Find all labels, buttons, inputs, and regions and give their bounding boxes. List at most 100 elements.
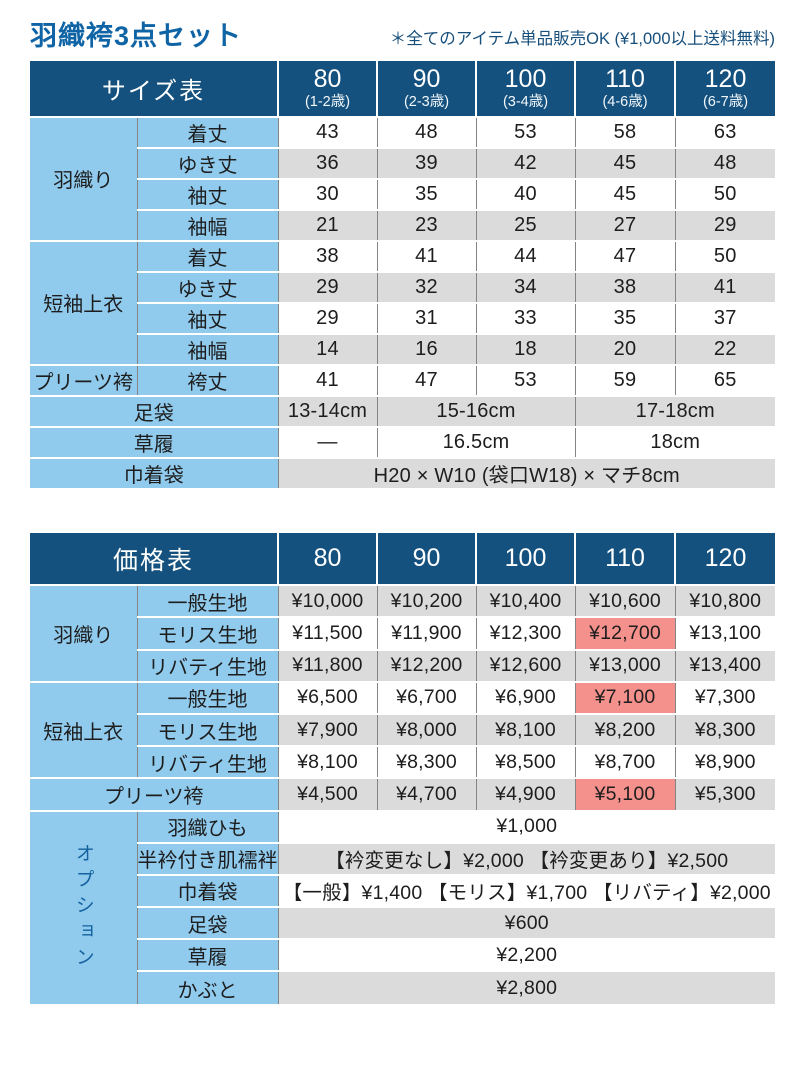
- size-value: 36: [277, 146, 378, 179]
- price-row: リバティ生地 ¥11,800 ¥12,200 ¥12,600 ¥13,000 ¥13,40…: [30, 648, 776, 682]
- price-value: ¥8,300: [674, 712, 776, 747]
- size-value: 21: [277, 208, 378, 241]
- size-value: 15-16cm: [376, 394, 576, 427]
- option-value: ¥600: [277, 906, 776, 940]
- price-row: プリーツ袴 ¥4,500 ¥4,700 ¥4,900 ¥5,100 ¥5,300: [30, 777, 776, 811]
- price-value: ¥13,400: [674, 648, 776, 682]
- size-value: 50: [674, 177, 775, 210]
- price-value: ¥11,500: [277, 616, 378, 650]
- price-column-header: 80: [277, 533, 379, 587]
- price-column-header: 120: [674, 533, 776, 587]
- size-table-head: サイズ表 80 (1-2歳) 90 (2-3歳) 100 (3-4歳) 110 (4-6歳) 1…: [30, 60, 775, 118]
- size-value: 59: [574, 363, 676, 396]
- price-value: ¥6,700: [376, 680, 477, 714]
- size-value: 13-14cm: [277, 394, 378, 427]
- price-value: ¥10,400: [475, 584, 576, 618]
- item-label: 草履: [30, 425, 279, 458]
- size-table-title: サイズ表: [30, 60, 279, 118]
- size-row: 草履 —16.5cm 18cm: [30, 425, 775, 458]
- size-value: 25: [475, 208, 576, 241]
- price-value: ¥10,200: [376, 584, 477, 618]
- measure-label: 着丈: [136, 239, 279, 272]
- page-title: 羽織袴3点セット: [30, 21, 243, 51]
- size-value: 18cm: [574, 425, 775, 458]
- price-table: 価格表 80 90 100 110 120 羽織り 一般生地 ¥10,000 ¥10,200 ¥…: [30, 533, 776, 1004]
- measure-label: 着丈: [136, 115, 279, 148]
- price-row: モリス生地 ¥11,500 ¥11,900 ¥12,300 ¥12,700 ¥13,100: [30, 616, 776, 650]
- size-value: 47: [574, 239, 676, 272]
- price-value: ¥4,700: [376, 777, 477, 811]
- size-value: 53: [475, 363, 576, 396]
- size-value: 32: [376, 270, 477, 303]
- size-value: H20 × W10 (袋口W18) × マチ8cm: [277, 456, 775, 489]
- size-value: 22: [674, 332, 775, 365]
- price-table-title: 価格表: [30, 533, 280, 587]
- size-value: 40: [475, 177, 576, 210]
- fabric-label: リバティ生地: [137, 745, 279, 779]
- fabric-label: リバティ生地: [137, 648, 279, 682]
- size-row: 短袖上衣 着丈 38 41 44 47 50: [30, 239, 775, 365]
- size-value: 43: [277, 115, 378, 148]
- option-row: 巾着袋 【一般】¥1,400 【モリス】¥1,700 【リバティ】¥2,000: [30, 873, 776, 908]
- measure-label: 袖丈: [137, 301, 279, 334]
- price-value: ¥7,900: [277, 712, 378, 747]
- group-label: 羽織り: [30, 115, 138, 241]
- price-value: ¥11,800: [277, 648, 378, 682]
- price-value: ¥10,000: [277, 584, 378, 618]
- option-row: かぶと ¥2,800: [30, 970, 776, 1004]
- price-column-header: 90: [376, 533, 478, 587]
- price-value: ¥7,100: [574, 680, 676, 714]
- option-value: ¥2,200: [277, 938, 776, 972]
- price-value: ¥8,500: [475, 745, 576, 779]
- size-column-header: 110 (4-6歳): [574, 60, 676, 118]
- option-label: かぶと: [137, 970, 279, 1004]
- measure-label: 袴丈: [136, 363, 279, 396]
- size-value: 23: [376, 208, 477, 241]
- price-value: ¥8,300: [376, 745, 477, 779]
- size-table-body: 羽織り 着丈 43 48 53 58 63 ゆき丈 36 39 42 45 48 袖丈 30 35 40 45 50…: [30, 115, 775, 489]
- group-label: プリーツ袴: [30, 363, 138, 396]
- price-row: 羽織り 一般生地 ¥10,000 ¥10,200 ¥10,400 ¥10,600 ¥10,8…: [30, 584, 776, 682]
- price-value: ¥8,200: [574, 712, 676, 747]
- price-header-row: 価格表 80 90 100 110 120: [30, 533, 776, 587]
- size-value: 47: [376, 363, 477, 396]
- option-row: 足袋 ¥600: [30, 906, 776, 940]
- option-row: 草履 ¥2,200: [30, 938, 776, 972]
- price-value: ¥11,900: [376, 616, 477, 650]
- size-value: 17-18cm: [574, 394, 775, 427]
- size-number: 80: [313, 65, 342, 94]
- size-value: 45: [574, 177, 676, 210]
- measure-label: 袖幅: [137, 208, 279, 241]
- fabric-label: モリス生地: [137, 616, 279, 650]
- price-row: モリス生地 ¥7,900 ¥8,000 ¥8,100 ¥8,200 ¥8,300: [30, 712, 776, 747]
- hakama-row-label: プリーツ袴: [30, 777, 279, 811]
- option-row: 半衿付き肌襦袢 【衿変更なし】¥2,000 【衿変更あり】¥2,500: [30, 841, 776, 875]
- fabric-label: 一般生地: [136, 584, 279, 618]
- price-value: ¥8,100: [475, 712, 576, 747]
- size-number: 120: [704, 65, 747, 94]
- measure-label: 袖幅: [137, 332, 279, 365]
- group-label: 羽織り: [30, 584, 138, 682]
- size-row: プリーツ袴 袴丈 41 47 53 59 65: [30, 363, 775, 396]
- size-value: 16.5cm: [376, 425, 576, 458]
- option-value: 【衿変更なし】¥2,000 【衿変更あり】¥2,500: [277, 841, 776, 875]
- measure-label: ゆき丈: [137, 146, 279, 179]
- size-value: 38: [277, 239, 378, 272]
- price-row: リバティ生地 ¥8,100 ¥8,300 ¥8,500 ¥8,700 ¥8,900: [30, 745, 776, 779]
- size-value: 29: [277, 301, 378, 334]
- page: 羽織袴3点セット ＊全てのアイテム単品販売OK (¥1,000以上送料無料) サ…: [30, 21, 776, 1004]
- age-range: (6-7歳): [702, 93, 749, 110]
- size-row: 袖幅 21 23 25 27 29: [30, 208, 775, 241]
- price-value: ¥13,000: [574, 648, 676, 682]
- price-value: ¥5,300: [674, 777, 776, 811]
- size-value: —: [277, 425, 378, 458]
- option-value: ¥2,800: [277, 970, 776, 1004]
- size-value: 18: [475, 332, 576, 365]
- price-value: ¥8,100: [277, 745, 378, 779]
- size-value: 30: [277, 177, 378, 210]
- price-table-head: 価格表 80 90 100 110 120: [30, 533, 776, 587]
- size-value: 39: [376, 146, 477, 179]
- age-range: (4-6歳): [602, 93, 648, 110]
- size-value: 37: [674, 301, 775, 334]
- size-column-header: 90 (2-3歳): [376, 60, 477, 118]
